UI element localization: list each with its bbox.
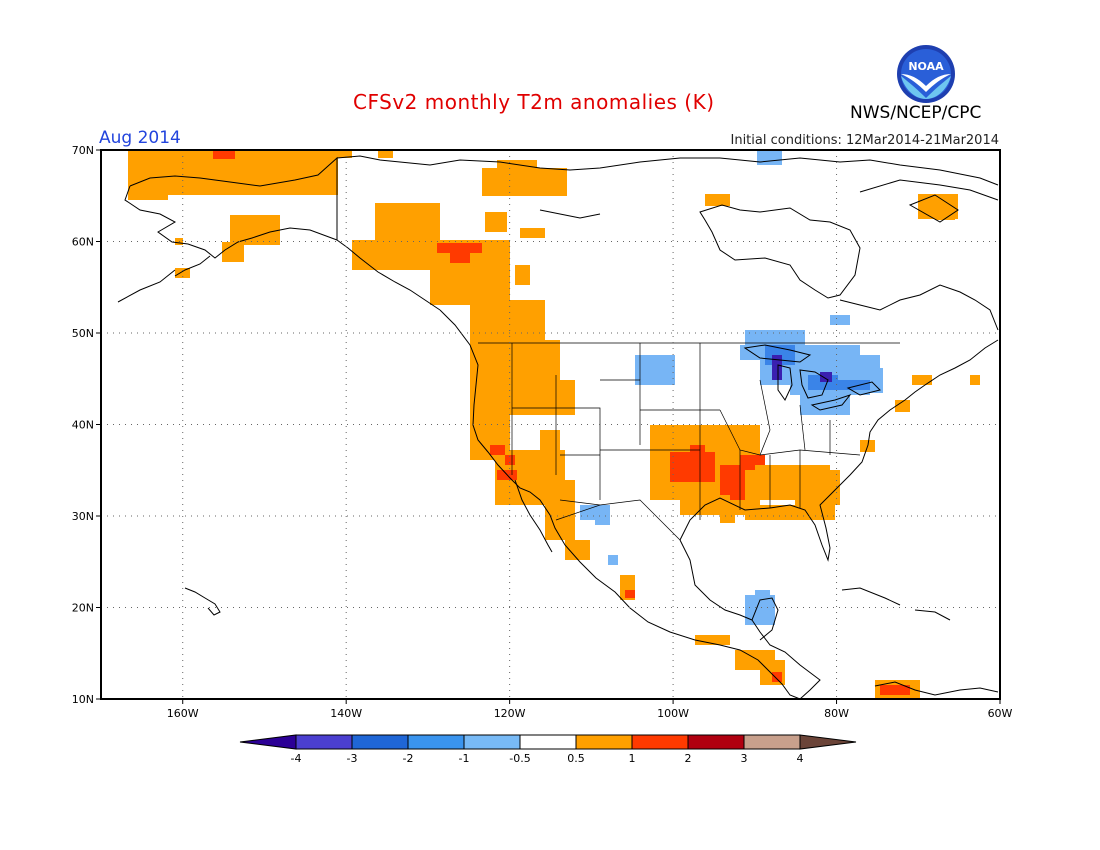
colorbar-segment	[463, 734, 521, 750]
anomaly-cell	[912, 375, 932, 385]
colorbar-segment	[799, 734, 857, 750]
anomaly-cell	[935, 205, 955, 220]
map-title: CFSv2 monthly T2m anomalies (K)	[353, 90, 715, 114]
anomaly-cell	[755, 590, 770, 600]
colorbar-label: -0.5	[509, 752, 530, 765]
anomaly-cell	[515, 265, 530, 285]
anomaly-cell	[705, 194, 730, 206]
anomaly-cells	[128, 150, 980, 699]
anomaly-cell	[635, 355, 675, 385]
anomaly-cell	[820, 372, 832, 382]
colorbar-segment	[351, 734, 409, 750]
anomaly-cell	[213, 150, 235, 159]
axis-ticks: 70N 60N 50N 40N 30N 20N 10N 160W 140W 120W 100W 80W…	[72, 144, 1013, 720]
anomaly-cell	[375, 203, 440, 243]
anomaly-cell	[795, 470, 840, 505]
anomaly-cell	[895, 400, 910, 412]
anomaly-cell	[772, 672, 782, 682]
anomaly-cell	[745, 330, 805, 345]
colorbar-label: 1	[629, 752, 636, 765]
anomaly-cell	[720, 508, 735, 523]
anomaly-cell	[800, 395, 850, 415]
anomaly-cell	[352, 240, 442, 270]
colorbar-label: -3	[347, 752, 358, 765]
noaa-logo-text: NOAA	[908, 60, 944, 73]
anomaly-cell	[128, 185, 168, 200]
anomaly-cell	[608, 555, 618, 565]
anomaly-cell	[520, 228, 545, 238]
lon-tick-label: 60W	[988, 707, 1013, 720]
colorbar-segment	[239, 734, 297, 750]
colorbar-segment	[295, 734, 353, 750]
lat-tick-label: 70N	[72, 144, 94, 157]
colorbar-segment	[743, 734, 801, 750]
lon-tick-label: 140W	[330, 707, 362, 720]
lat-tick-label: 40N	[72, 419, 94, 432]
lat-tick-label: 10N	[72, 693, 94, 706]
anomaly-cell	[830, 315, 850, 325]
noaa-logo: NOAA	[897, 45, 955, 103]
colorbar-label: -2	[403, 752, 414, 765]
anomaly-cell	[565, 540, 590, 560]
anomaly-cell	[378, 150, 393, 158]
colorbar-label: -1	[459, 752, 470, 765]
anomaly-cell	[470, 380, 575, 415]
anomaly-cell	[772, 355, 782, 380]
anomaly-cell	[540, 430, 560, 450]
lat-tick-label: 20N	[72, 602, 94, 615]
anomaly-cell	[595, 515, 610, 525]
colorbar-segment	[519, 734, 577, 750]
colorbar-segment	[575, 734, 633, 750]
anomaly-cell	[470, 300, 545, 345]
anomaly-cell	[740, 455, 755, 470]
anomaly-cell	[810, 500, 835, 520]
forecast-month: Aug 2014	[99, 128, 181, 148]
colorbar-label: 2	[685, 752, 692, 765]
anomaly-cell	[545, 480, 575, 540]
anomaly-cell	[175, 268, 190, 278]
anomaly-cell	[670, 452, 715, 482]
anomaly-cell	[482, 168, 567, 196]
anomaly-cell	[337, 150, 352, 158]
agency-label: NWS/NCEP/CPC	[850, 103, 982, 123]
lat-tick-label: 50N	[72, 327, 94, 340]
anomaly-cell	[450, 253, 470, 263]
anomaly-cell	[485, 212, 507, 232]
colorbar-segment	[687, 734, 745, 750]
coastlines	[117, 155, 999, 699]
lat-tick-label: 30N	[72, 510, 94, 523]
colorbar-segment	[631, 734, 689, 750]
lat-tick-label: 60N	[72, 236, 94, 249]
anomaly-cell	[437, 243, 482, 253]
anomaly-cell	[505, 455, 515, 465]
anomaly-cell	[222, 242, 244, 262]
anomaly-cell	[695, 635, 730, 645]
anomaly-cell	[835, 380, 870, 390]
anomaly-cell	[730, 485, 745, 500]
anomaly-cell	[970, 375, 980, 385]
lon-tick-label: 80W	[824, 707, 849, 720]
lon-tick-label: 100W	[657, 707, 689, 720]
colorbar-label: -4	[291, 752, 302, 765]
lon-tick-label: 160W	[167, 707, 199, 720]
anomaly-cell	[430, 260, 510, 305]
colorbar-label: 0.5	[567, 752, 585, 765]
anomaly-cell	[880, 685, 910, 695]
lon-tick-label: 120W	[494, 707, 526, 720]
colorbar-label: 4	[797, 752, 804, 765]
anomaly-cell	[490, 445, 505, 455]
anomaly-cell	[755, 455, 765, 465]
initial-conditions: Initial conditions: 12Mar2014-21Mar2014	[730, 133, 1000, 148]
anomaly-cell	[625, 590, 635, 598]
anomaly-cell	[230, 215, 280, 245]
colorbar-label: 3	[741, 752, 748, 765]
state-borders	[478, 342, 900, 541]
colorbar-segment	[407, 734, 465, 750]
